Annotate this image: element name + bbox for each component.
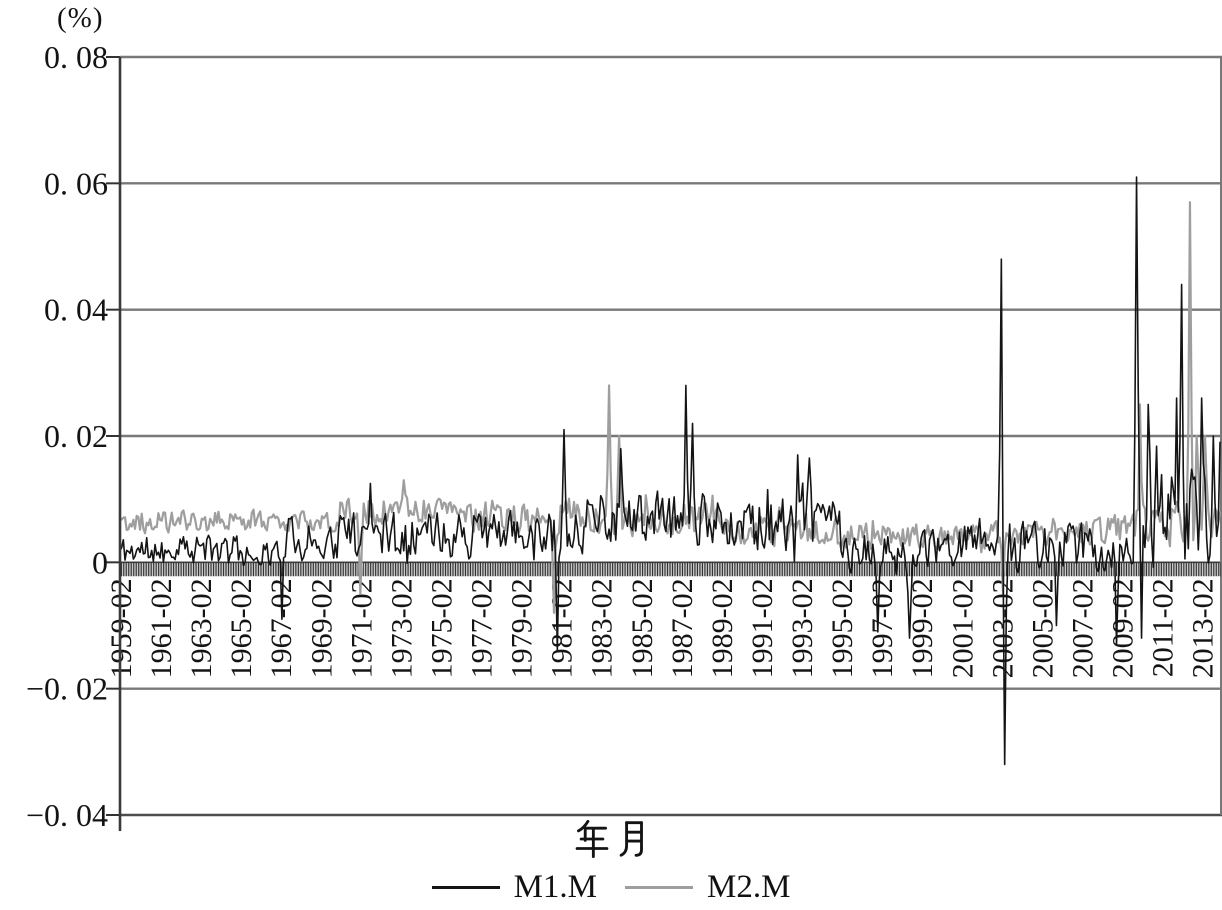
legend-item-m1: M1.M: [431, 869, 597, 905]
xlabel-year-char-icon: [575, 820, 609, 858]
legend-line-sample-m2: [625, 885, 693, 889]
legend-label-m2: M2.M: [707, 869, 791, 905]
x-tick-label: 1965-02: [225, 578, 258, 678]
x-tick-label: 2013-02: [1187, 578, 1220, 678]
x-tick-label: 1971-02: [345, 578, 378, 678]
x-tick-label: 1961-02: [145, 578, 178, 678]
x-tick-label: 1993-02: [786, 578, 819, 678]
y-axis-unit-label: (%): [57, 2, 104, 34]
x-tick-label: 1985-02: [626, 578, 659, 678]
legend-line-sample-m1: [431, 885, 500, 889]
x-tick-label: 1963-02: [185, 578, 218, 678]
x-axis-title: [0, 820, 1222, 858]
x-tick-label: 1981-02: [546, 578, 579, 678]
y-tick-label: 0. 08: [44, 39, 108, 75]
x-tick-label: 2001-02: [946, 578, 979, 678]
x-tick-label: 1959-02: [105, 578, 138, 678]
x-tick-label: 1977-02: [466, 578, 499, 678]
xlabel-month-char-icon: [619, 821, 643, 857]
y-tick-label: −0. 04: [26, 797, 108, 833]
legend-label-m1: M1.M: [513, 869, 597, 905]
x-tick-label: 1997-02: [866, 578, 899, 678]
x-tick-label: 1989-02: [706, 578, 739, 678]
y-tick-label: −0. 02: [26, 671, 108, 707]
x-tick-label: 2005-02: [1026, 578, 1059, 678]
x-tick-label: 1991-02: [746, 578, 779, 678]
legend-item-m2: M2.M: [625, 869, 790, 905]
y-tick-label: 0. 04: [44, 292, 108, 328]
x-tick-label: 1973-02: [385, 578, 418, 678]
x-tick-label: 1987-02: [666, 578, 699, 678]
x-tick-label: 2007-02: [1067, 578, 1100, 678]
y-tick-label: 0. 02: [44, 418, 108, 454]
x-tick-label: 1995-02: [826, 578, 859, 678]
x-tick-label: 2011-02: [1147, 578, 1180, 677]
x-tick-label: 1969-02: [305, 578, 338, 678]
y-tick-label: 0. 06: [44, 165, 108, 201]
x-tick-label: 1979-02: [506, 578, 539, 678]
x-tick-label: 2009-02: [1107, 578, 1140, 678]
y-tick-label: 0: [92, 544, 108, 580]
x-tick-label: 1975-02: [426, 578, 459, 678]
series-line-m1m: [119, 176, 1221, 766]
legend: M1.M M2.M: [0, 869, 1222, 905]
x-tick-label: 1983-02: [586, 578, 619, 678]
